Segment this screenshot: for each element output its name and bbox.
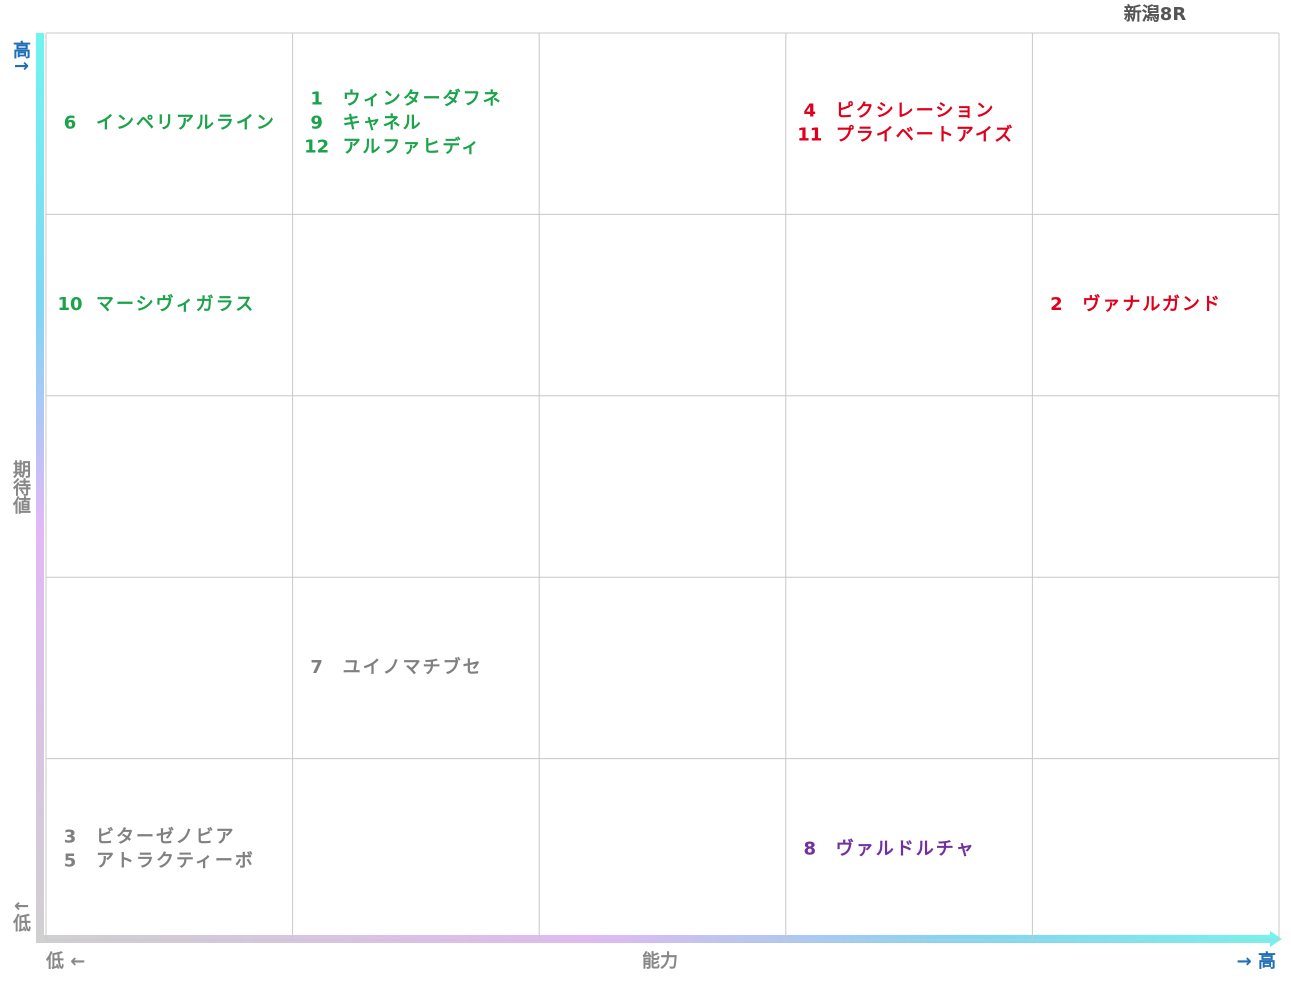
y-low-label: ↓低 [10,898,32,932]
horse-number: 9 [310,113,323,134]
horse-number: 3 [64,826,77,847]
horse-name: ユイノマチブセ [343,656,483,678]
horse-name: アルファヒディ [343,136,482,158]
x-axis-arrow [1270,931,1282,947]
horse-name: ピクシレーション [836,101,996,122]
horse-number: 8 [804,838,817,859]
title: 新潟8R [1124,3,1187,25]
horse-name: インペリアルライン [96,113,276,134]
horse-name: アトラクティーボ [96,850,255,871]
horse-number: 2 [1050,294,1063,315]
horse-name: ヴァルドルチャ [836,837,976,859]
y-axis-bar [36,33,44,941]
horse-number: 1 [310,89,323,110]
horse-number: 12 [304,137,329,158]
y-axis-label: 期待値 [10,460,32,515]
horse-name: ウィンターダフネ [343,88,503,110]
horse-number: 10 [57,294,82,315]
horse-number: 5 [64,850,77,871]
horse-name: ヴァナルガンド [1082,293,1221,315]
horse-number: 7 [310,657,323,678]
x-high-label: → 高 [1237,950,1276,972]
horse-name: マーシヴィガラス [96,293,255,315]
horse-name: ビターゼノビア [96,825,235,847]
x-axis-bar [36,935,1272,943]
horse-number: 11 [797,125,822,146]
x-axis-label: 能力 [642,950,678,972]
x-low-label: 低 ← [45,950,85,972]
horse-name: キャネル [343,113,423,134]
horse-number: 6 [64,113,77,134]
horse-number: 4 [804,101,817,122]
horse-name: プライベートアイズ [836,124,1015,146]
y-high-label: 高↑ [10,39,31,73]
